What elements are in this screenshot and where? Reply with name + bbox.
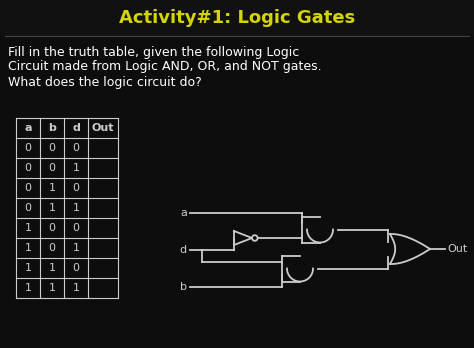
Text: 0: 0 xyxy=(48,243,55,253)
Text: 0: 0 xyxy=(48,163,55,173)
Text: d: d xyxy=(72,123,80,133)
Text: 1: 1 xyxy=(48,183,55,193)
Text: b: b xyxy=(48,123,56,133)
Text: 1: 1 xyxy=(25,283,31,293)
Circle shape xyxy=(252,235,257,241)
Text: 1: 1 xyxy=(48,263,55,273)
Text: 1: 1 xyxy=(25,243,31,253)
Text: 0: 0 xyxy=(25,203,31,213)
Text: Out: Out xyxy=(92,123,114,133)
Text: 0: 0 xyxy=(48,223,55,233)
Text: 0: 0 xyxy=(25,163,31,173)
Text: 0: 0 xyxy=(73,263,80,273)
Text: Out: Out xyxy=(447,244,467,254)
Text: 1: 1 xyxy=(73,203,80,213)
Text: 0: 0 xyxy=(48,143,55,153)
Text: What does the logic circuit do?: What does the logic circuit do? xyxy=(8,76,202,89)
Text: Fill in the truth table, given the following Logic: Fill in the truth table, given the follo… xyxy=(8,46,299,59)
Text: 1: 1 xyxy=(25,223,31,233)
Text: 1: 1 xyxy=(73,163,80,173)
Text: 1: 1 xyxy=(73,283,80,293)
Text: 0: 0 xyxy=(73,143,80,153)
Text: 0: 0 xyxy=(73,183,80,193)
Text: d: d xyxy=(180,245,187,255)
Text: 1: 1 xyxy=(48,283,55,293)
Text: 1: 1 xyxy=(73,243,80,253)
Text: 0: 0 xyxy=(25,143,31,153)
Text: a: a xyxy=(180,208,187,218)
Text: 1: 1 xyxy=(48,203,55,213)
Text: Activity#1: Logic Gates: Activity#1: Logic Gates xyxy=(119,9,355,27)
Text: Circuit made from Logic AND, OR, and NOT gates.: Circuit made from Logic AND, OR, and NOT… xyxy=(8,60,322,73)
Text: 0: 0 xyxy=(73,223,80,233)
Text: 0: 0 xyxy=(25,183,31,193)
Text: a: a xyxy=(24,123,32,133)
Text: 1: 1 xyxy=(25,263,31,273)
Text: b: b xyxy=(180,282,187,292)
FancyBboxPatch shape xyxy=(0,0,474,36)
